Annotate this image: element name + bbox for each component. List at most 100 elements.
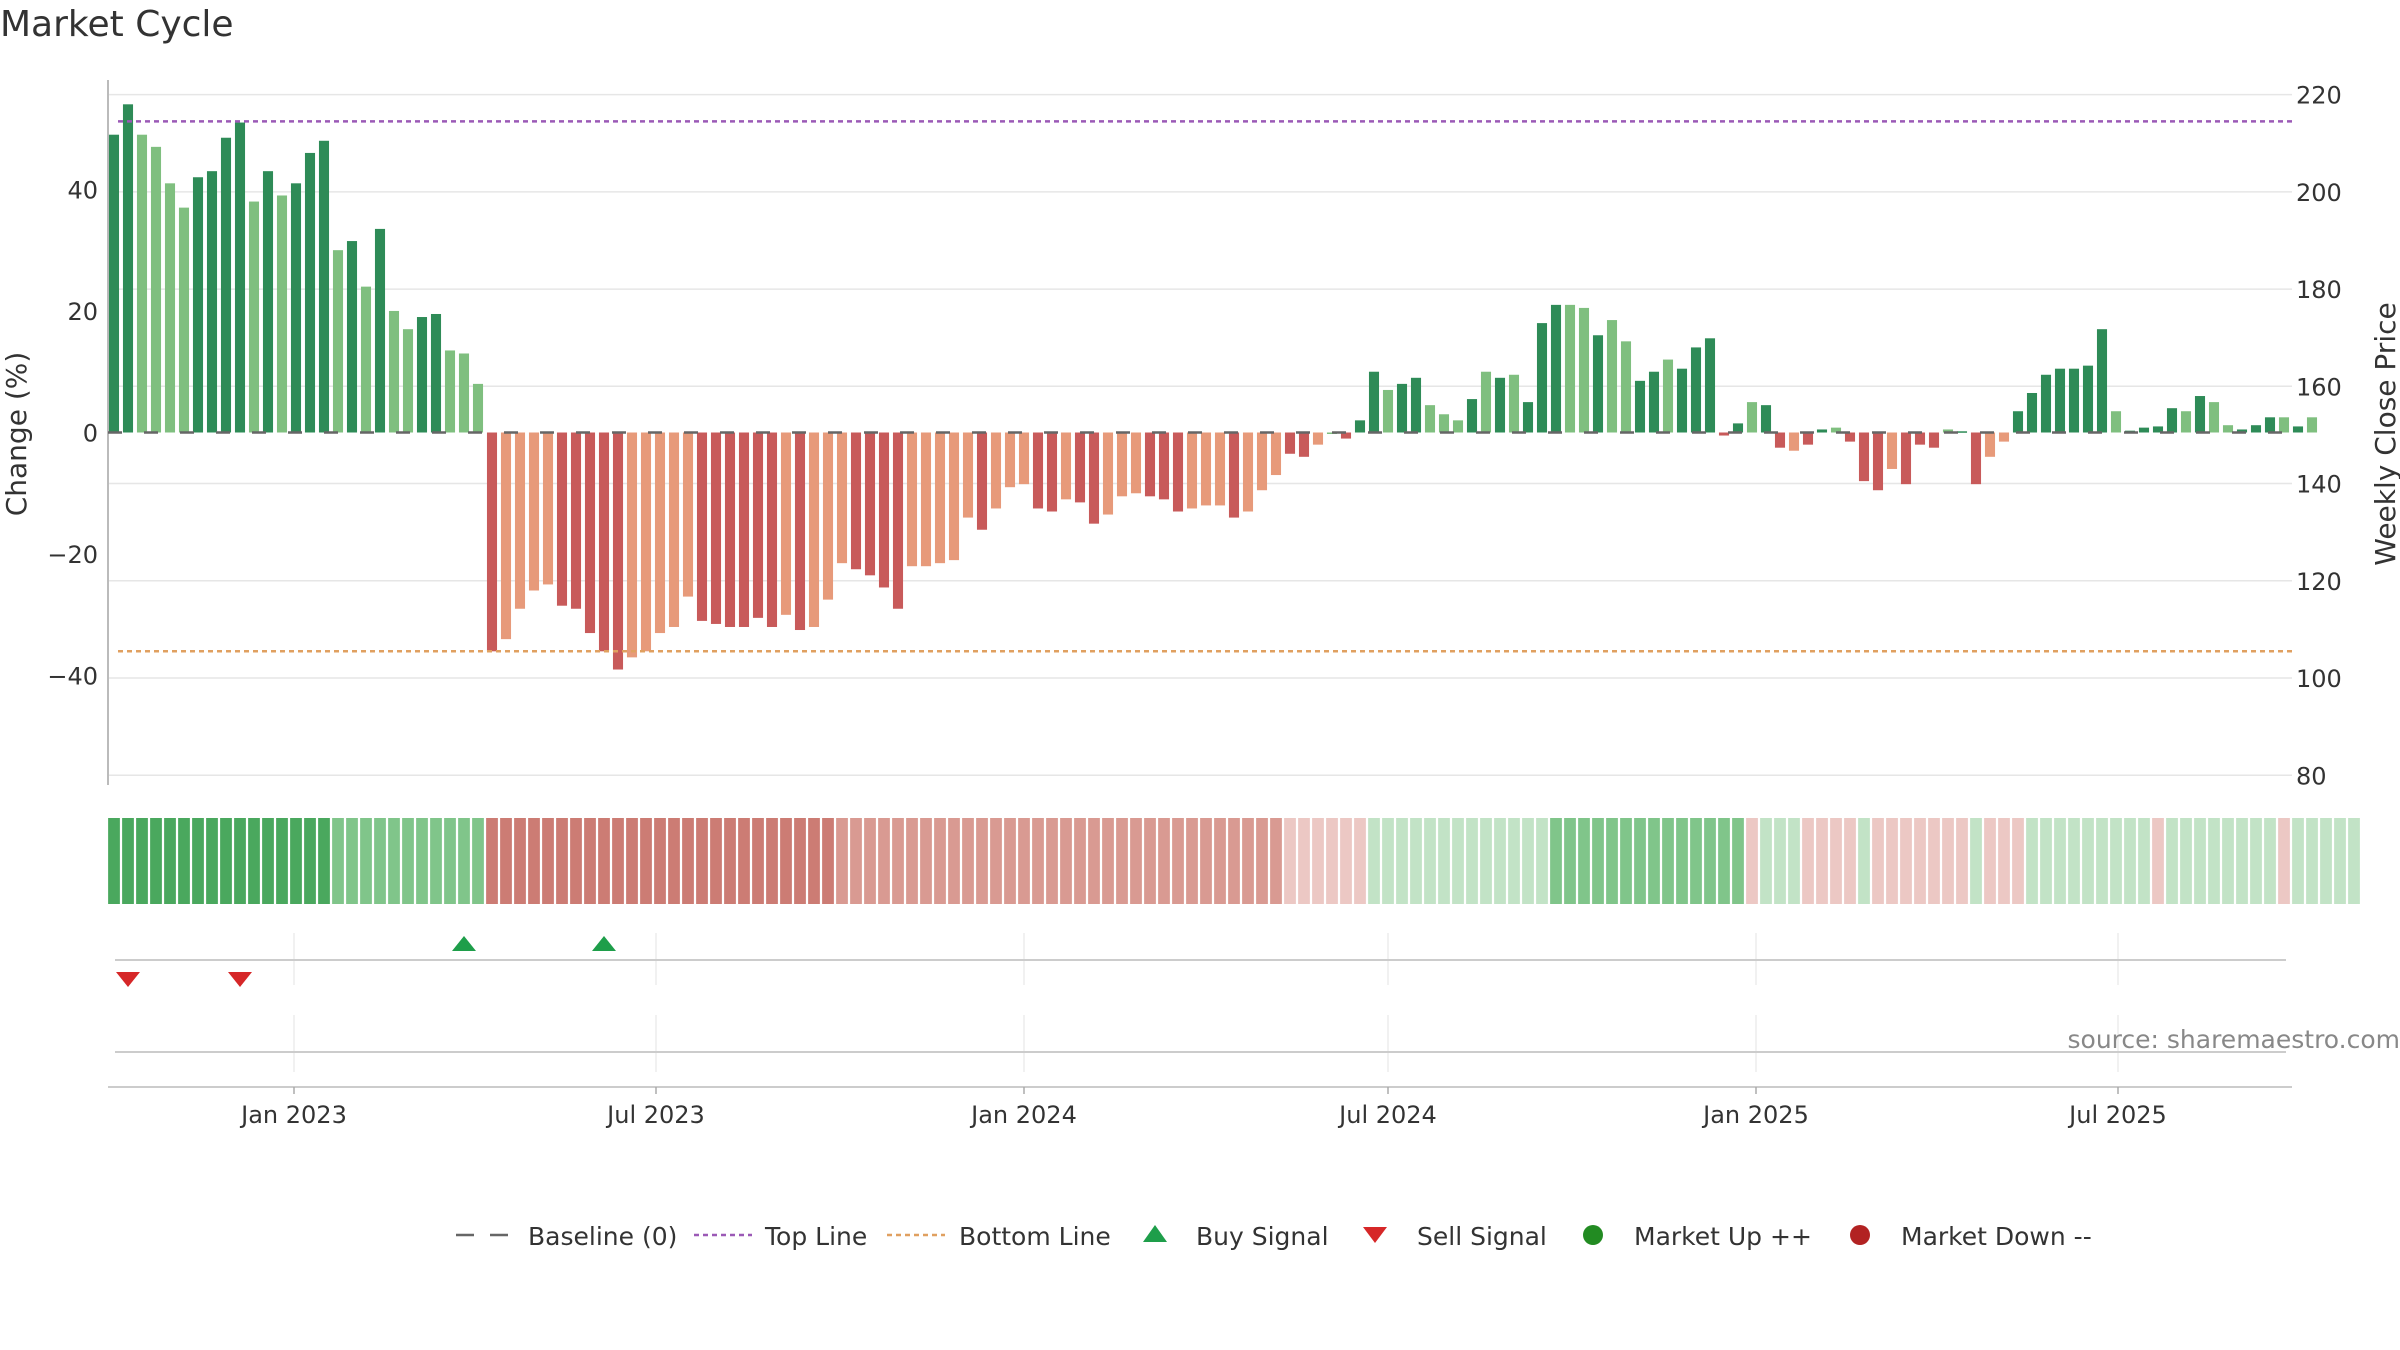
change-bar bbox=[2236, 429, 2248, 433]
change-bar bbox=[1060, 432, 1072, 500]
legend-dot bbox=[1583, 1225, 1603, 1245]
change-bar bbox=[612, 432, 624, 670]
change-bar bbox=[836, 432, 848, 564]
trend-strip-cell bbox=[864, 818, 876, 904]
trend-strip-cell bbox=[1396, 818, 1408, 904]
change-bar bbox=[1830, 427, 1842, 433]
change-bar bbox=[1452, 420, 1464, 433]
change-bar bbox=[2278, 417, 2290, 433]
change-bar bbox=[668, 432, 680, 627]
change-bar bbox=[2194, 396, 2206, 433]
change-bar bbox=[150, 146, 162, 433]
change-bar bbox=[248, 201, 260, 433]
change-bar bbox=[2012, 411, 2024, 433]
trend-strip-cell bbox=[234, 818, 246, 904]
x-tick-label: Jan 2023 bbox=[239, 1101, 347, 1129]
y2-tick-label: 140 bbox=[2296, 471, 2342, 499]
change-bar bbox=[878, 432, 890, 588]
change-bar bbox=[724, 432, 736, 627]
trend-strip-cell bbox=[192, 818, 204, 904]
trend-strip-cell bbox=[2110, 818, 2122, 904]
change-bar bbox=[1354, 420, 1366, 433]
change-bar bbox=[122, 104, 134, 433]
change-bar bbox=[1956, 431, 1968, 433]
trend-strip-cell bbox=[2222, 818, 2234, 904]
trend-strip-cell bbox=[738, 818, 750, 904]
buy-signal-marker bbox=[452, 936, 476, 951]
change-bar bbox=[542, 432, 554, 585]
trend-strip-cell bbox=[724, 818, 736, 904]
change-bar bbox=[1158, 432, 1170, 500]
trend-strip-cell bbox=[878, 818, 890, 904]
trend-strip-cell bbox=[1536, 818, 1548, 904]
sell-signal-marker bbox=[228, 972, 252, 987]
change-bar bbox=[108, 134, 120, 433]
trend-strip-cell bbox=[402, 818, 414, 904]
change-bar bbox=[1592, 335, 1604, 433]
change-bar bbox=[276, 195, 288, 433]
trend-strip-cell bbox=[598, 818, 610, 904]
trend-strip-cell bbox=[1746, 818, 1758, 904]
trend-strip-cell bbox=[2320, 818, 2332, 904]
change-bars bbox=[108, 104, 2318, 670]
change-bar bbox=[1648, 371, 1660, 433]
trend-strip-cell bbox=[1872, 818, 1884, 904]
trend-strip-cell bbox=[1326, 818, 1338, 904]
trend-strip-cell bbox=[640, 818, 652, 904]
trend-strip-cell bbox=[794, 818, 806, 904]
trend-strip-cell bbox=[1606, 818, 1618, 904]
change-bar bbox=[1284, 432, 1296, 454]
trend-strip-cell bbox=[976, 818, 988, 904]
change-bar bbox=[472, 383, 484, 433]
change-bar bbox=[556, 432, 568, 606]
change-bar bbox=[1522, 402, 1534, 433]
trend-strip-cell bbox=[136, 818, 148, 904]
trend-strip-cell bbox=[304, 818, 316, 904]
change-bar bbox=[290, 183, 302, 433]
trend-strip-cell bbox=[150, 818, 162, 904]
change-bar bbox=[626, 432, 638, 658]
source-note: source: sharemaestro.com bbox=[2068, 1025, 2400, 1054]
trend-strip-cell bbox=[1242, 818, 1254, 904]
y2-tick-label: 80 bbox=[2296, 762, 2327, 790]
change-bar bbox=[1116, 432, 1128, 497]
trend-strip-cell bbox=[1662, 818, 1674, 904]
change-bar bbox=[1634, 380, 1646, 433]
trend-strip-cell bbox=[262, 818, 274, 904]
trend-strip-cell bbox=[276, 818, 288, 904]
trend-strip-cell bbox=[1774, 818, 1786, 904]
change-bar bbox=[1214, 432, 1226, 506]
change-bar bbox=[1746, 402, 1758, 433]
trend-strip-cell bbox=[906, 818, 918, 904]
change-bar bbox=[864, 432, 876, 576]
trend-strip-cell bbox=[1424, 818, 1436, 904]
trend-strip-cell bbox=[1228, 818, 1240, 904]
trend-strip-cell bbox=[1466, 818, 1478, 904]
trend-strip-cell bbox=[766, 818, 778, 904]
change-bar bbox=[528, 432, 540, 591]
trend-strip-cell bbox=[626, 818, 638, 904]
trend-strip-cell bbox=[2264, 818, 2276, 904]
trend-strip-cell bbox=[1116, 818, 1128, 904]
trend-strip-cell bbox=[2138, 818, 2150, 904]
change-bar bbox=[920, 432, 932, 567]
y2-tick-label: 160 bbox=[2296, 373, 2342, 401]
change-bar bbox=[136, 134, 148, 433]
change-bar bbox=[1690, 347, 1702, 433]
x-tick-label: Jan 2025 bbox=[1701, 1101, 1809, 1129]
trend-strip-cell bbox=[514, 818, 526, 904]
trend-strip-cell bbox=[1102, 818, 1114, 904]
legend-buy-marker bbox=[1143, 1225, 1167, 1242]
change-bar bbox=[1466, 399, 1478, 433]
trend-strip-cell bbox=[1718, 818, 1730, 904]
trend-strip-cell bbox=[920, 818, 932, 904]
trend-strip-cell bbox=[1956, 818, 1968, 904]
trend-strip-cell bbox=[2166, 818, 2178, 904]
change-bar bbox=[822, 432, 834, 600]
trend-strip-cell bbox=[2152, 818, 2164, 904]
trend-strip-cell bbox=[1046, 818, 1058, 904]
change-bar bbox=[1508, 374, 1520, 433]
trend-strip-cell bbox=[1914, 818, 1926, 904]
change-bar bbox=[598, 432, 610, 652]
change-bar bbox=[1228, 432, 1240, 518]
